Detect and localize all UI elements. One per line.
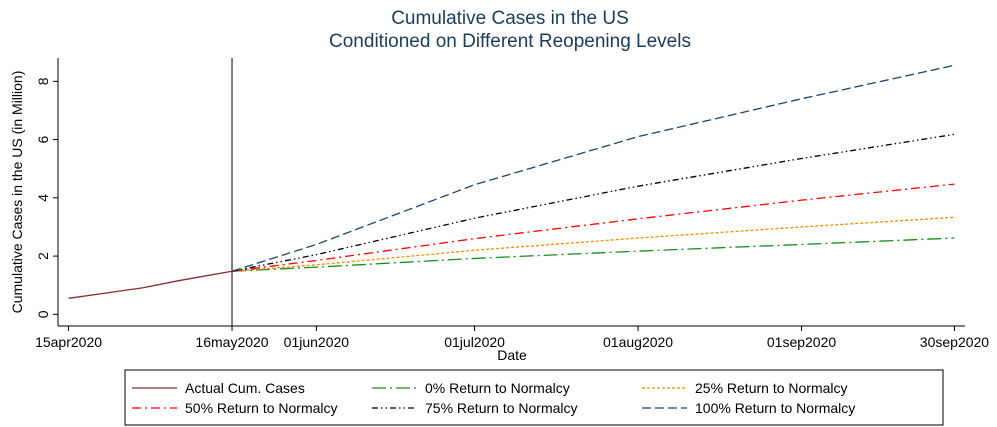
- data-line: [68, 270, 233, 299]
- legend-label: 100% Return to Normalcy: [695, 400, 855, 416]
- legend-label: 25% Return to Normalcy: [695, 380, 848, 396]
- legend-label: 0% Return to Normalcy: [425, 380, 570, 396]
- legend-box: [124, 369, 944, 426]
- data-line: [231, 183, 955, 272]
- y-tick-label: 8: [35, 77, 51, 85]
- y-tick-label: 0: [35, 310, 51, 318]
- data-line: [231, 237, 955, 272]
- chart-subtitle: Conditioned on Different Reopening Level…: [329, 31, 691, 52]
- x-tick-label: 01jun2020: [284, 334, 350, 350]
- x-tick-label: 01sep2020: [767, 334, 837, 350]
- x-tick-label: 01jul2020: [444, 334, 505, 350]
- x-tick-label: 01aug2020: [603, 334, 673, 350]
- legend-label: Actual Cum. Cases: [185, 380, 305, 396]
- y-tick-label: 6: [35, 135, 51, 143]
- x-tick-label: 15apr2020: [35, 334, 102, 350]
- x-axis-title: Date: [497, 347, 527, 363]
- y-tick-label: 2: [35, 252, 51, 260]
- data-line: [231, 216, 955, 272]
- data-line: [231, 133, 955, 272]
- y-axis-title: Cumulative Cases in the US (in Million): [9, 71, 25, 314]
- x-tick-label: 30sep2020: [920, 334, 990, 350]
- legend-label: 50% Return to Normalcy: [185, 400, 338, 416]
- x-tick-label: 16may2020: [195, 334, 268, 350]
- data-line: [231, 64, 955, 272]
- chart-title: Cumulative Cases in the US: [391, 8, 629, 29]
- y-tick-label: 4: [35, 194, 51, 202]
- legend-label: 75% Return to Normalcy: [425, 400, 578, 416]
